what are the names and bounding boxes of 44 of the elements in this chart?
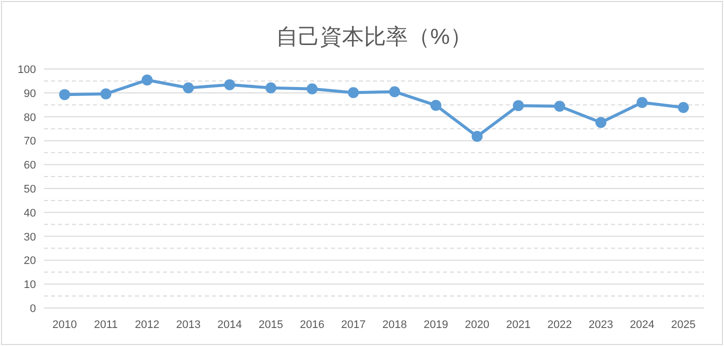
x-tick-label: 2020	[464, 319, 490, 331]
point	[348, 87, 359, 98]
x-tick-label: 2022	[547, 319, 572, 331]
point	[142, 74, 153, 86]
y-tick-label: 60	[24, 160, 36, 172]
point	[636, 96, 648, 108]
y-tick-label: 80	[24, 112, 36, 124]
point	[100, 88, 112, 100]
x-tick-label: 2019	[424, 319, 448, 331]
point	[472, 130, 483, 142]
x-tick-label: 2016	[300, 319, 324, 331]
y-tick-label: 70	[24, 136, 36, 148]
x-tick-label: 2012	[134, 319, 160, 331]
point	[389, 86, 400, 98]
point	[678, 102, 689, 113]
chart-title: 自己資本比率（%）	[276, 24, 472, 49]
x-tick-label: 2023	[588, 319, 614, 331]
y-tick-label: 40	[24, 207, 36, 220]
y-tick-label: 20	[24, 255, 36, 268]
y-tick-label: 0	[30, 303, 36, 315]
x-tick-label: 2024	[630, 319, 654, 331]
x-tick-label: 2017	[341, 319, 366, 331]
x-tick-label: 2021	[506, 319, 531, 331]
point	[265, 82, 276, 94]
x-tick-label: 2018	[382, 319, 407, 331]
x-tick-label: 2015	[258, 319, 284, 331]
point	[512, 100, 524, 112]
x-tick-label: 2013	[176, 319, 201, 331]
point	[59, 89, 70, 100]
y-tick-label: 30	[24, 231, 36, 244]
x-tick-label: 2025	[671, 319, 696, 331]
x-tick-label: 2010	[52, 319, 77, 331]
y-tick-label: 100	[18, 64, 36, 76]
y-tick-label: 50	[24, 184, 36, 196]
point	[430, 100, 442, 111]
x-tick-label: 2011	[94, 319, 118, 331]
y-tick-label: 90	[24, 88, 36, 100]
point	[595, 117, 606, 128]
point	[306, 83, 318, 94]
point	[182, 82, 194, 94]
point	[224, 79, 236, 90]
x-tick-label: 2014	[217, 319, 242, 331]
y-tick-label: 10	[24, 279, 36, 292]
point	[554, 100, 566, 112]
